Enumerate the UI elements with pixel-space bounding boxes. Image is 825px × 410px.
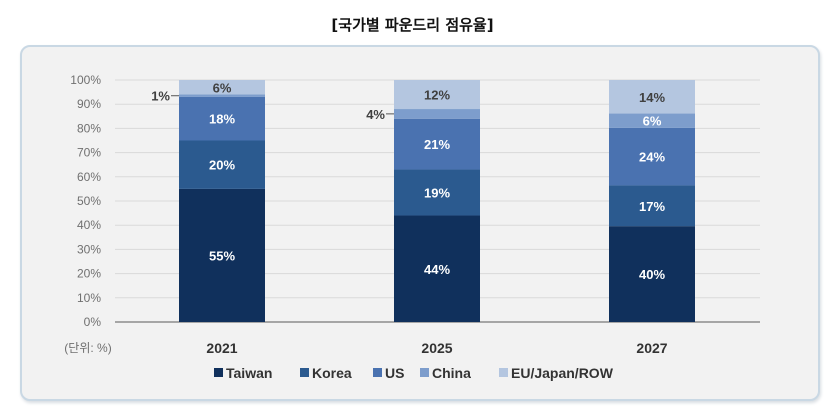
legend-label: EU/Japan/ROW	[511, 365, 614, 381]
y-tick-label: 60%	[77, 170, 101, 184]
data-label: 6%	[643, 114, 662, 129]
bar-segment-china	[179, 94, 265, 97]
y-tick-label: 90%	[77, 97, 101, 111]
data-label: 12%	[424, 88, 450, 103]
bar-segment-taiwan	[179, 188, 265, 322]
legend-swatch	[499, 368, 508, 377]
data-label: 18%	[209, 112, 235, 127]
bar-segment-korea	[394, 169, 480, 216]
data-label: 20%	[209, 158, 235, 173]
bar-segment-china	[609, 113, 695, 128]
data-label: 55%	[209, 248, 235, 263]
page-title: [국가별 파운드리 점유율]	[331, 16, 494, 34]
y-tick-label: 20%	[77, 267, 101, 281]
y-tick-label: 30%	[77, 242, 101, 256]
legend-label: Taiwan	[226, 365, 272, 381]
data-label: 14%	[639, 90, 665, 105]
bar-segment-us	[394, 118, 480, 170]
bar-segment-us	[609, 127, 695, 186]
data-label: 4%	[366, 107, 385, 122]
bar-segment-taiwan	[609, 226, 695, 322]
bar-segment-eu-japan-row	[609, 80, 695, 114]
y-tick-label: 70%	[77, 146, 101, 160]
bar-segment-china	[394, 109, 480, 119]
bar-segment-korea	[609, 185, 695, 227]
legend-label: US	[385, 365, 404, 381]
legend-label: China	[432, 365, 471, 381]
data-label: 1%	[151, 89, 170, 104]
legend-swatch	[420, 368, 429, 377]
bar-segment-korea	[179, 140, 265, 189]
data-label: 24%	[639, 150, 665, 165]
y-tick-label: 0%	[84, 315, 102, 329]
legend-swatch	[214, 368, 223, 377]
data-label: 6%	[213, 80, 232, 95]
bar-segment-taiwan	[394, 215, 480, 322]
legend-swatch	[300, 368, 309, 377]
y-tick-label: 80%	[77, 121, 101, 135]
bar-segment-us	[179, 96, 265, 141]
y-tick-label: 40%	[77, 218, 101, 232]
y-tick-label: 10%	[77, 291, 101, 305]
y-tick-label: 50%	[77, 194, 101, 208]
legend-label: Korea	[312, 365, 352, 381]
legend-swatch	[373, 368, 382, 377]
unit-label: (단위: %)	[64, 341, 111, 355]
x-tick-label: 2021	[206, 340, 237, 356]
x-tick-label: 2025	[421, 340, 452, 356]
data-label: 21%	[424, 137, 450, 152]
y-tick-label: 100%	[70, 73, 101, 87]
bar-segment-eu-japan-row	[179, 80, 265, 95]
data-label: 44%	[424, 262, 450, 277]
data-label: 19%	[424, 186, 450, 201]
data-label: 17%	[639, 199, 665, 214]
bar-segment-eu-japan-row	[394, 80, 480, 110]
x-tick-label: 2027	[636, 340, 667, 356]
data-label: 40%	[639, 267, 665, 282]
